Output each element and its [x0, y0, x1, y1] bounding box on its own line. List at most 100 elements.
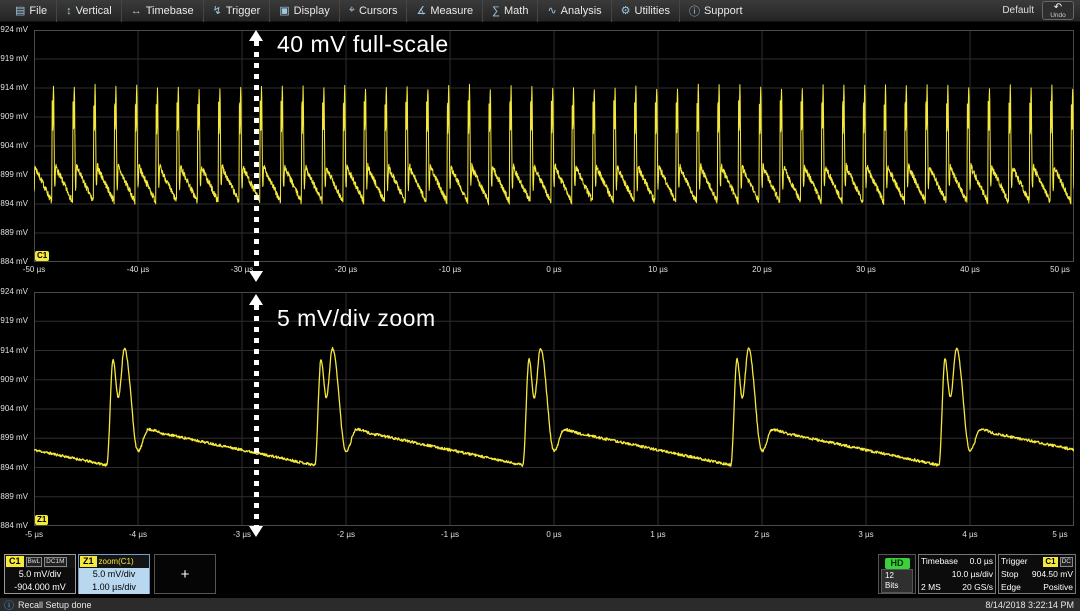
z1-header: Z1 zoom(C1) [79, 555, 149, 568]
zoom-annotation: 5 mV/div zoom [277, 305, 436, 331]
y-axis-label: 909 mV [0, 374, 28, 384]
x-axis-label: -5 µs [25, 530, 43, 539]
x-axis-label: -40 µs [126, 265, 150, 274]
y-axis-label: 884 mV [0, 257, 28, 266]
menu-trigger[interactable]: ↯ Trigger [202, 0, 270, 22]
arrow-up-icon [249, 294, 263, 305]
y-axis-labels-main: 924 mV 919 mV 914 mV 909 mV 904 mV 899 mV 894 … [0, 24, 31, 268]
x-axis-label: -20 µs [334, 265, 358, 274]
x-axis-label: -2 µs [337, 530, 355, 539]
x-axis-labels-zoom: -5 µs -4 µs -3 µs -2 µs -1 µs 0 µs 1 µs 2 µs 3 µ… [25, 530, 1074, 540]
arrow-down-icon [249, 271, 263, 282]
y-axis-label: 904 mV [0, 141, 28, 150]
menu-support[interactable]: ⓘ Support [678, 0, 752, 22]
menu-utilities-label: Utilities [634, 4, 670, 17]
menu-trigger-label: Trigger [225, 4, 261, 17]
measure-icon: ∡ [416, 5, 427, 17]
math-icon: ∑ [492, 4, 500, 17]
menu-utilities[interactable]: ⚙ Utilities [610, 0, 679, 22]
x-axis-label: -1 µs [441, 530, 459, 539]
y-axis-label: 924 mV [0, 25, 28, 34]
timebase-descriptor[interactable]: Timebase 0.0 µs 10.0 µs/div 2 MS 20 GS/s [918, 554, 996, 594]
menu-support-label: Support [703, 4, 743, 17]
x-axis-label: 40 µs [960, 265, 980, 274]
menu-analysis-label: Analysis [560, 4, 602, 17]
menu-measure-label: Measure [430, 4, 474, 17]
timebase-icon: ↔ [130, 4, 142, 17]
channel-c1-descriptor[interactable]: C1 BwL DC1M 5.0 mV/div -904.000 mV [4, 554, 76, 594]
zoom-z1-descriptor[interactable]: Z1 zoom(C1) 5.0 mV/div 1.00 µs/div [78, 554, 150, 594]
trigger-slope: Positive [1043, 582, 1073, 592]
undo-icon: ↶ [1053, 1, 1063, 13]
menu-cursors[interactable]: ⌖ Cursors [338, 0, 407, 22]
waveform-grid-main[interactable]: C1 [34, 30, 1074, 262]
menu-math[interactable]: ∑ Math [482, 0, 537, 22]
menu-file-label: File [29, 4, 48, 17]
z1-function: zoom(C1) [98, 557, 134, 566]
arrow-dotted-line [253, 305, 259, 526]
y-axis-labels-zoom: 924 mV 919 mV 914 mV 909 mV 904 mV 899 mV 894 … [0, 286, 31, 532]
x-axis-label: 50 µs [1050, 265, 1070, 274]
x-axis-label: 1 µs [650, 530, 666, 539]
y-axis-label: 914 mV [0, 83, 28, 92]
trigger-title: Trigger [1001, 556, 1028, 566]
y-axis-label: 894 mV [0, 199, 28, 208]
support-icon: ⓘ [688, 5, 700, 18]
z1-tag: Z1 [80, 556, 97, 567]
fullscale-arrow [249, 30, 263, 282]
menu-timebase[interactable]: ↔ Timebase [120, 0, 203, 22]
cursors-icon: ⌖ [348, 4, 355, 16]
x-axis-label: 0 µs [546, 530, 562, 539]
c1-scale: 5.0 mV/div [18, 569, 62, 579]
trigger-icon: ↯ [212, 5, 222, 17]
menu-measure[interactable]: ∡ Measure [406, 0, 482, 22]
channel-marker-c1[interactable]: C1 [35, 251, 50, 261]
display-icon: ▣ [279, 5, 290, 17]
x-axis-label: 0 µs [546, 265, 562, 274]
x-axis-label: -4 µs [129, 530, 147, 539]
x-axis-label: -50 µs [22, 265, 46, 274]
channel-marker-z1[interactable]: Z1 [35, 515, 49, 525]
y-axis-label: 884 mV [0, 521, 28, 530]
undo-button[interactable]: ↶ Undo [1042, 1, 1074, 20]
x-axis-label: 3 µs [858, 530, 874, 539]
y-axis-label: 919 mV [0, 316, 28, 326]
z1-vscale: 5.0 mV/div [92, 569, 136, 579]
y-axis-label: 919 mV [0, 54, 28, 63]
waveform-svg-zoom [34, 292, 1074, 526]
y-axis-label: 914 mV [0, 345, 28, 355]
arrow-down-icon [249, 526, 263, 537]
fullscale-annotation: 40 mV full-scale [277, 31, 449, 57]
x-axis-label: -10 µs [438, 265, 462, 274]
x-axis-label: 5 µs [1052, 530, 1068, 539]
timebase-title: Timebase [921, 556, 959, 566]
analysis-icon: ∿ [547, 5, 557, 17]
y-axis-label: 904 mV [0, 404, 28, 413]
arrow-dotted-line [253, 41, 259, 271]
x-axis-label: -30 µs [230, 265, 254, 274]
trigger-mode: Stop [1001, 569, 1019, 579]
bwl-badge: BwL [25, 556, 43, 567]
x-axis-labels-main: -50 µs -40 µs -30 µs -20 µs -10 µs 0 µs 10 µs 2… [23, 265, 1074, 275]
y-axis-label: 909 mV [0, 112, 28, 121]
trigger-descriptor[interactable]: Trigger C1 DC Stop 904.50 mV Edge Positi… [998, 554, 1076, 594]
menu-display[interactable]: ▣ Display [269, 0, 338, 22]
vertical-icon: ↕ [66, 4, 72, 17]
menu-file[interactable]: ▤ File [6, 0, 56, 22]
menu-display-label: Display [293, 4, 330, 17]
y-axis-label: 889 mV [0, 491, 28, 501]
trigger-level: 904.50 mV [1031, 569, 1073, 579]
y-axis-label: 899 mV [0, 433, 28, 443]
trigger-coupling-badge: DC [1059, 556, 1073, 567]
timebase-offset: 0.0 µs [969, 556, 993, 566]
menu-analysis[interactable]: ∿ Analysis [537, 0, 610, 22]
y-axis-label: 894 mV [0, 462, 28, 472]
hd-badge: HD [884, 558, 910, 569]
zoom-arrow [249, 294, 263, 537]
menu-vertical-label: Vertical [75, 4, 112, 17]
hd-mode-box[interactable]: HD 12 Bits [878, 554, 916, 594]
menu-vertical[interactable]: ↕ Vertical [56, 0, 121, 22]
y-axis-label: 924 mV [0, 287, 28, 296]
add-trace-button[interactable]: + [154, 554, 216, 594]
waveform-grid-zoom[interactable]: Z1 [34, 292, 1074, 526]
